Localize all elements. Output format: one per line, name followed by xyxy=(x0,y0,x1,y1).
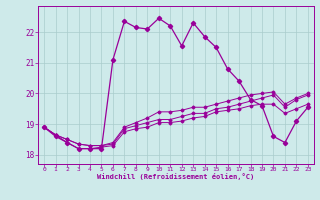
X-axis label: Windchill (Refroidissement éolien,°C): Windchill (Refroidissement éolien,°C) xyxy=(97,173,255,180)
